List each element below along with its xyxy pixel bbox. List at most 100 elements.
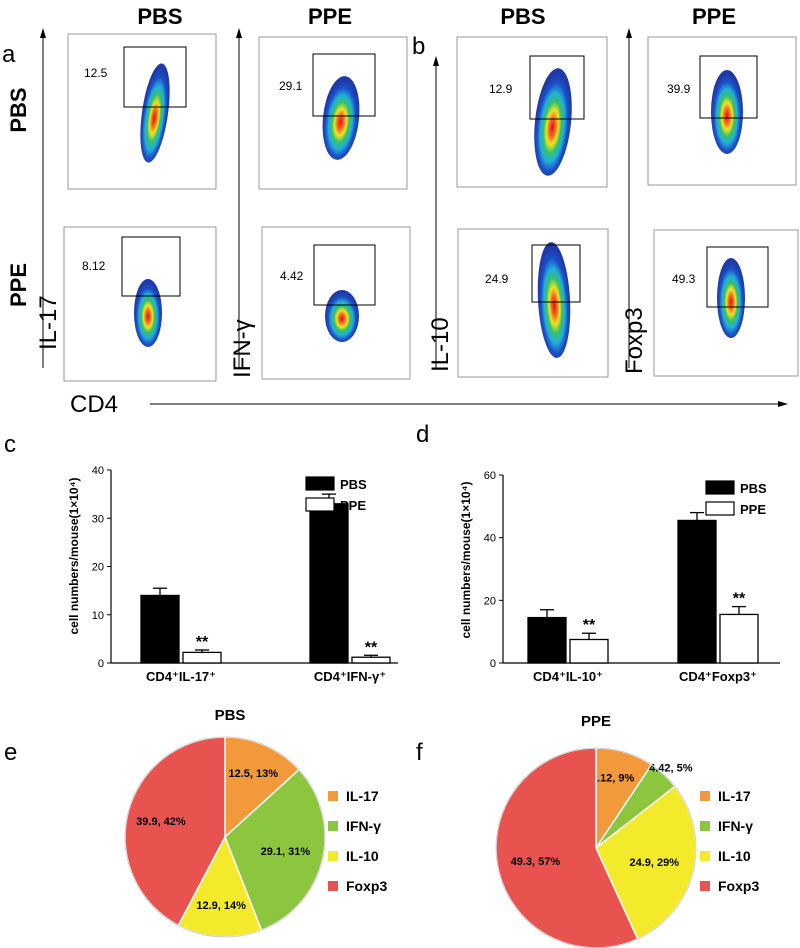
panel-letter-a: a: [2, 41, 16, 68]
density-blob-a-pbs-il17: [140, 63, 170, 163]
pie-slice-label: 39.9, 42%: [136, 816, 186, 828]
gate-a-pbs-ifng: [312, 53, 376, 117]
category-label: CD4⁺IFN-γ⁺: [314, 669, 386, 684]
gate-a-ppe-ifng: [313, 244, 376, 306]
bar-pbs-2: [309, 503, 349, 664]
gate-b-ppe-il10: [531, 244, 581, 303]
pie-chart-f: f PPE 8.12, 9% 4.42, 5% 24.9, 29% 49.3, 57%…: [416, 713, 759, 948]
gate-b-pbs-foxp3: [699, 55, 758, 119]
legend-swatch-ppe: [705, 501, 735, 516]
significance-marker: **: [196, 634, 209, 651]
marker-label-ifng: IFN-γ: [229, 319, 256, 378]
legend-swatch-pbs: [305, 476, 335, 491]
panel-letter-b: b: [412, 33, 425, 60]
pie-legend-swatch: [700, 881, 710, 891]
y-tick-label: 60: [484, 470, 496, 482]
pie-legend-swatch: [328, 851, 338, 861]
pie-legend-swatch: [700, 791, 710, 801]
flow-plot-b-ppe-foxp3: [653, 229, 799, 377]
gate-value-a-pbs-il17: 12.5: [84, 66, 108, 80]
pie-slice-label: 4.42, 5%: [649, 762, 693, 774]
pie-title-f: PPE: [581, 713, 611, 730]
flow-plot-b-ppe-il10: [457, 228, 609, 378]
column-header-b-pbs: PBS: [500, 4, 545, 29]
gate-b-pbs-il10: [529, 55, 585, 120]
pie-legend-label: IL-17: [718, 788, 751, 804]
pie-legend-label: IFN-γ: [718, 818, 753, 834]
gate-value-a-ppe-il17: 8.12: [82, 259, 106, 273]
density-blob-b-pbs-foxp3: [711, 70, 743, 154]
y-tick-label: 20: [484, 595, 496, 607]
pie-slice-label: 12.9, 14%: [196, 900, 246, 912]
gate-a-pbs-il17: [123, 46, 187, 108]
flow-plot-a-pbs-ifng: [258, 36, 408, 190]
row-label-ppe: PPE: [6, 263, 31, 307]
legend-label-ppe: PPE: [340, 498, 366, 513]
category-label: CD4⁺IL-17⁺: [146, 669, 216, 684]
bar-ppe-2: [719, 613, 759, 664]
column-header-b-ppe: PPE: [692, 4, 736, 29]
gate-b-ppe-foxp3: [706, 246, 769, 308]
panel-letter-d: d: [416, 421, 429, 448]
gate-value-b-pbs-foxp3: 39.9: [667, 82, 691, 96]
legend-label-pbs: PBS: [340, 477, 367, 492]
flow-plot-a-pbs-il17: [67, 33, 217, 190]
bar-pbs-1: [140, 594, 180, 664]
y-tick-label: 10: [92, 610, 104, 622]
pie-legend-label: IFN-γ: [346, 818, 381, 834]
pie-legend-swatch: [328, 791, 338, 801]
y-tick-label: 40: [484, 533, 496, 545]
density-blob-a-ppe-il17: [134, 279, 162, 347]
gate-value-b-ppe-foxp3: 49.3: [672, 272, 696, 286]
gate-value-a-pbs-ifng: 29.1: [279, 79, 303, 93]
pie-legend-label: IL-17: [346, 788, 379, 804]
legend-label-ppe: PPE: [740, 502, 766, 517]
density-blob-b-ppe-il10: [537, 242, 571, 358]
pie-legend-swatch: [328, 821, 338, 831]
density-blob-b-ppe-foxp3: [717, 258, 745, 338]
pie-slice-label: 24.9, 29%: [630, 857, 680, 869]
pie-legend-swatch: [700, 851, 710, 861]
flow-plot-b-pbs-il10: [456, 36, 608, 188]
y-axis-arrow-il17: [40, 28, 46, 368]
flow-plot-b-pbs-foxp3: [647, 36, 797, 186]
pie-outline: [495, 747, 697, 948]
pie-legend-swatch: [328, 881, 338, 891]
y-axis-arrow-foxp3: [626, 28, 632, 368]
flow-plot-a-ppe-il17: [63, 226, 217, 382]
category-label: CD4⁺Foxp3⁺: [679, 669, 757, 684]
pie-title-e: PBS: [215, 707, 246, 724]
y-tick-label: 30: [92, 513, 104, 525]
row-label-pbs: PBS: [6, 87, 31, 132]
pie-legend-label: Foxp3: [346, 878, 387, 894]
pie-slice-label: 12.5, 13%: [229, 768, 279, 780]
gate-value-a-ppe-ifng: 4.42: [280, 269, 304, 283]
density-blob-b-pbs-il10: [534, 68, 572, 176]
y-tick-label: 20: [92, 562, 104, 574]
x-axis-label-cd4: CD4: [70, 391, 118, 418]
pie-legend-label: IL-10: [346, 848, 379, 864]
pie-legend-label: Foxp3: [718, 878, 759, 894]
bar-pbs-1: [527, 616, 567, 664]
bar-pbs-2: [677, 519, 717, 664]
y-tick-label: 0: [98, 658, 104, 670]
column-header-a-ppe: PPE: [308, 4, 352, 29]
significance-marker: **: [583, 617, 596, 634]
x-axis-arrow-cd4: [150, 401, 788, 407]
significance-marker: **: [733, 591, 746, 608]
column-header-a-pbs: PBS: [137, 4, 182, 29]
y-axis-label-c: cell numbers/mouse(1×10⁴): [67, 478, 81, 635]
y-tick-label: 0: [490, 658, 496, 670]
panel-letter-c: c: [4, 431, 16, 458]
bar-chart-d: d cell numbers/mouse(1×10⁴) 0 20 40 60 ** CD4…: [416, 421, 780, 684]
bar-ppe-1: [569, 638, 609, 664]
pie-slice-label: 49.3, 57%: [511, 856, 561, 868]
bar-chart-c: c cell numbers/mouse(1×10⁴) 0 10 20 30 40 ** C…: [4, 431, 398, 684]
y-axis-label-d: cell numbers/mouse(1×10⁴): [459, 482, 473, 639]
flow-plot-a-ppe-ifng: [261, 226, 411, 380]
density-blob-a-ppe-ifng: [325, 290, 359, 342]
bar-ppe-2: [351, 656, 391, 664]
category-label: CD4⁺IL-10⁺: [533, 669, 603, 684]
pie-outline: [124, 736, 326, 938]
y-axis-arrow-il10: [433, 56, 439, 368]
